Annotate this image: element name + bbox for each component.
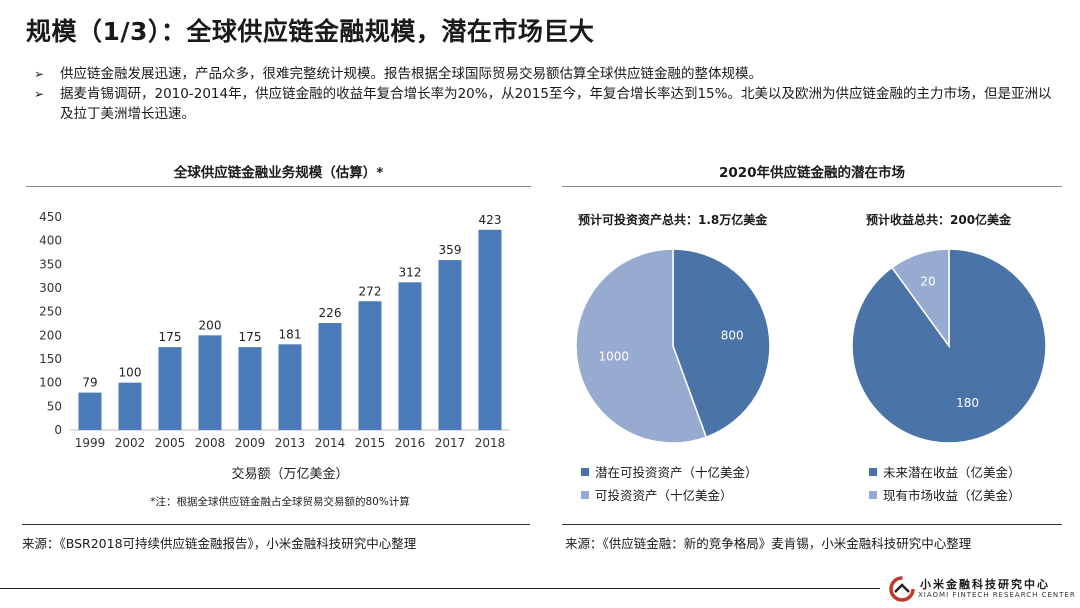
bar xyxy=(358,301,382,430)
x-tick-label: 2018 xyxy=(475,436,506,450)
bar-data-label: 175 xyxy=(239,330,262,344)
bar xyxy=(278,344,302,430)
bar-data-label: 200 xyxy=(199,318,222,332)
pie-2-legend-item: 未来潜在收益（亿美金） xyxy=(869,462,1021,481)
left-source-text: 来源：《BSR2018可持续供应链金融报告》，小米金融科技研究中心整理 xyxy=(22,536,417,551)
pie-data-label: 20 xyxy=(920,274,935,288)
bar-chart-title: 全球供应链金融业务规模（估算）* xyxy=(173,165,384,181)
bullet-text: 供应链金融发展迅速，产品众多，很难完整统计规模。报告根据全球国际贸易交易额估算全… xyxy=(60,66,762,82)
pie-1-title: 预计可投资资产总共：1.8万亿美金 xyxy=(578,213,768,227)
legend-label: 现有市场收益（亿美金） xyxy=(883,488,1021,503)
brand-mark-icon xyxy=(889,576,915,602)
bullet-text: 据麦肯锡调研，2010-2014年，供应链金融的收益年复合增长率为20%，从20… xyxy=(60,86,1052,122)
source-divider xyxy=(22,524,530,525)
pie-1-legend-item: 潜在可投资资产（十亿美金） xyxy=(581,462,758,481)
pie-data-label: 800 xyxy=(721,329,744,343)
x-tick-label: 2017 xyxy=(435,436,466,450)
bar-data-label: 100 xyxy=(119,366,142,380)
y-tick-label: 200 xyxy=(39,328,62,342)
bar-data-label: 226 xyxy=(319,306,342,320)
bar xyxy=(398,282,422,430)
legend-label: 未来潜在收益（亿美金） xyxy=(883,465,1021,480)
legend-swatch xyxy=(869,491,877,499)
pie-1-legend-item: 可投资资产（十亿美金） xyxy=(581,485,733,504)
legend-swatch xyxy=(869,468,877,476)
bar xyxy=(238,347,262,430)
source-divider xyxy=(562,524,1062,525)
bar xyxy=(158,347,182,430)
x-tick-label: 2016 xyxy=(395,436,426,450)
x-tick-label: 2013 xyxy=(275,436,306,450)
brand-name-en: XIAOMI FINTECH RESEARCH CENTER xyxy=(918,591,1076,599)
pie-slice xyxy=(575,248,708,444)
x-tick-label: 2002 xyxy=(115,436,146,450)
bullet-item: ➢ 供应链金融发展迅速，产品众多，很难完整统计规模。报告根据全球国际贸易交易额估… xyxy=(34,64,1064,84)
pie-slice xyxy=(672,248,771,439)
bar-chart-panel: 全球供应链金融业务规模（估算）* xyxy=(26,160,531,187)
x-tick-label: 2014 xyxy=(315,436,346,450)
bar xyxy=(78,392,102,430)
y-tick-label: 100 xyxy=(39,376,62,390)
bar-data-label: 181 xyxy=(279,327,302,341)
bar xyxy=(438,260,462,430)
bar xyxy=(318,323,342,430)
bullet-arrow-icon: ➢ xyxy=(34,67,45,81)
right-source-text: 来源：《供应链金融：新的竞争格局》麦肯锡，小米金融科技研究中心整理 xyxy=(565,536,972,551)
bar-data-label: 312 xyxy=(399,265,422,279)
bar-data-label: 272 xyxy=(359,284,382,298)
pie-chart-panel-title: 2020年供应链金融的潜在市场 xyxy=(718,165,906,181)
y-tick-label: 300 xyxy=(39,281,62,295)
legend-swatch xyxy=(581,468,589,476)
legend-label: 可投资资产（十亿美金） xyxy=(595,488,733,503)
pie-data-label: 1000 xyxy=(599,349,630,363)
bar-data-label: 79 xyxy=(82,376,97,390)
y-tick-label: 450 xyxy=(39,210,62,224)
pie-2-legend-item: 现有市场收益（亿美金） xyxy=(869,485,1021,504)
x-tick-label: 2009 xyxy=(235,436,266,450)
legend-label: 潜在可投资资产（十亿美金） xyxy=(595,465,758,480)
bar xyxy=(118,382,142,430)
x-tick-label: 2008 xyxy=(195,436,226,450)
pie-data-label: 180 xyxy=(956,396,979,410)
footer-rule xyxy=(0,588,880,589)
bar-data-label: 175 xyxy=(159,330,182,344)
panel-divider xyxy=(26,186,531,187)
y-tick-label: 150 xyxy=(39,352,62,366)
y-tick-label: 250 xyxy=(39,305,62,319)
pie-slice xyxy=(890,248,950,349)
y-tick-label: 50 xyxy=(47,399,62,413)
brand-name-cn: 小米金融科技研究中心 xyxy=(920,578,1050,591)
y-tick-label: 350 xyxy=(39,257,62,271)
bar-data-label: 359 xyxy=(439,243,462,257)
x-tick-label: 1999 xyxy=(75,436,106,450)
bar-data-label: 423 xyxy=(479,213,502,227)
bar xyxy=(478,229,502,430)
panel-divider xyxy=(562,186,1062,187)
bullet-list: ➢ 供应链金融发展迅速，产品众多，很难完整统计规模。报告根据全球国际贸易交易额估… xyxy=(34,64,1064,124)
pie-chart-panel: 2020年供应链金融的潜在市场 xyxy=(562,160,1062,187)
bar xyxy=(198,335,222,430)
x-tick-label: 2015 xyxy=(355,436,386,450)
bullet-item: ➢ 据麦肯锡调研，2010-2014年，供应链金融的收益年复合增长率为20%，从… xyxy=(34,84,1064,124)
chart-footnote: *注：根据全球供应链金融占全球贸易交易额的80%计算 xyxy=(150,495,410,508)
pie-2-title: 预计收益总共：200亿美金 xyxy=(866,213,1012,227)
x-tick-label: 2005 xyxy=(155,436,186,450)
x-axis-title: 交易额（万亿美金） xyxy=(231,466,348,482)
y-tick-label: 0 xyxy=(54,423,62,437)
page-title: 规模（1/3）：全球供应链金融规模，潜在市场巨大 xyxy=(26,17,595,46)
legend-swatch xyxy=(581,491,589,499)
brand-logo: 小米金融科技研究中心 XIAOMI FINTECH RESEARCH CENTE… xyxy=(888,574,1078,604)
bullet-arrow-icon: ➢ xyxy=(34,87,45,101)
y-tick-label: 400 xyxy=(39,234,62,248)
